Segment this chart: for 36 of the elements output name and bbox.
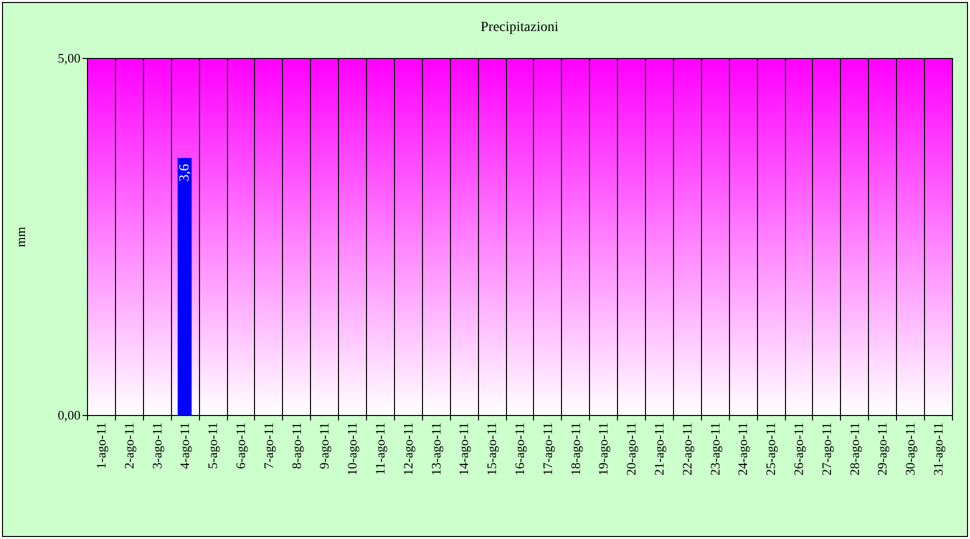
x-tick-label: 7-ago-11 [260,422,276,469]
x-tick-label: 17-ago-11 [540,422,555,476]
x-tick-label: 21-ago-11 [652,422,667,476]
x-tick-label: 30-ago-11 [902,422,918,476]
x-tick-label: 29-ago-11 [874,422,890,476]
x-tick-label: 31-ago-11 [930,422,946,476]
x-tick-label: 9-ago-11 [316,422,332,469]
x-tick-label: 15-ago-11 [484,422,500,476]
x-tick-label: 25-ago-11 [763,422,778,476]
x-tick-label: 24-ago-11 [735,422,750,476]
x-tick-label: 23-ago-11 [707,422,722,476]
x-tick-label: 8-ago-11 [288,422,304,469]
x-tick-label: 20-ago-11 [624,422,639,476]
x-tick-label: 16-ago-11 [512,422,527,476]
x-tick-label: 3-ago-11 [149,422,164,469]
x-tick-label: 19-ago-11 [596,422,611,476]
y-tick-label: 5,00 [58,50,80,66]
x-tick-label: 11-ago-11 [372,422,388,475]
y-axis-title: mm [12,226,28,248]
x-tick-label: 4-ago-11 [177,422,192,469]
x-tick-label: 27-ago-11 [818,422,834,476]
x-tick-label: 2-ago-11 [121,422,136,469]
x-tick-label: 22-ago-11 [679,422,694,476]
y-tick-label: 0,00 [58,408,80,422]
x-tick-label: 13-ago-11 [428,422,444,476]
x-tick-label: 5-ago-11 [205,422,220,469]
x-tick-label: 14-ago-11 [456,422,472,476]
x-tick-label: 1-ago-11 [93,422,108,469]
x-tick-label: 18-ago-11 [568,422,583,476]
chart-title: Precipitazioni [480,20,558,35]
x-tick-label: 28-ago-11 [846,422,862,476]
x-tick-label: 6-ago-11 [232,422,248,469]
x-tick-label: 10-ago-11 [344,422,360,476]
x-tick-label: 26-ago-11 [791,422,806,476]
data-label: 3,6 [178,164,193,182]
x-tick-label: 12-ago-11 [400,422,416,476]
